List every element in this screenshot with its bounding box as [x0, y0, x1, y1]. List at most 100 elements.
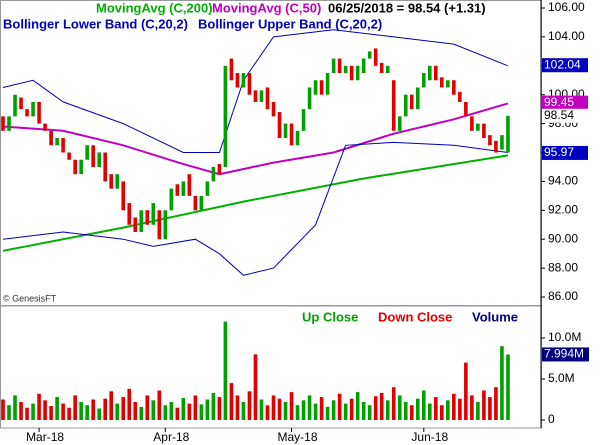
volume-bar	[361, 401, 366, 420]
price-bar	[187, 174, 192, 196]
volume-bar	[325, 406, 330, 420]
volume-bar	[7, 405, 11, 420]
last-value-badge	[542, 145, 588, 160]
price-bar	[49, 130, 53, 146]
volume-bar	[452, 393, 456, 420]
price-bar	[67, 152, 71, 160]
price-bar	[127, 203, 132, 225]
volume-bar	[235, 395, 240, 420]
price-bar	[13, 94, 17, 117]
x-tick-label: Apr-18	[153, 430, 189, 444]
volume-bar	[73, 395, 77, 420]
volume-bar	[440, 405, 444, 420]
y-tick-label: 106.00	[548, 0, 585, 14]
volume-bar	[223, 321, 228, 420]
volume-bar	[247, 391, 252, 420]
price-bar	[470, 116, 474, 131]
indicator-line	[2, 154, 509, 252]
volume-bar	[259, 399, 264, 420]
volume-tick-label: 5.0M	[548, 371, 575, 385]
y-tick-label: 88.00	[548, 260, 578, 274]
volume-bar	[446, 400, 450, 420]
price-bar	[385, 65, 390, 74]
volume-tick-label: 0	[548, 412, 555, 426]
price-bar	[403, 94, 408, 117]
last-value-badge	[542, 108, 588, 123]
price-bar	[259, 90, 264, 102]
volume-bar	[458, 398, 462, 420]
volume-bar	[379, 392, 384, 420]
volume-bar	[85, 405, 89, 420]
price-bar	[229, 58, 234, 81]
volume-bar	[313, 403, 318, 420]
volume-bar	[25, 407, 29, 420]
volume-bar	[31, 403, 35, 420]
x-tick-label: Jun-18	[411, 430, 448, 444]
volume-bar	[488, 397, 492, 420]
last-value-label: 99.45	[544, 95, 574, 109]
price-bar	[163, 210, 168, 240]
price-bar	[355, 65, 360, 81]
volume-bar	[49, 406, 53, 420]
indicator-line	[2, 29, 509, 153]
price-bar	[379, 62, 384, 74]
header-label: MovingAvg (C,200)	[96, 0, 213, 15]
price-bar	[157, 210, 162, 240]
volume-bar	[271, 395, 276, 420]
last-value-label: 102.04	[544, 57, 581, 71]
price-bar	[217, 164, 222, 175]
price-bar	[361, 58, 366, 74]
volume-bar	[331, 400, 336, 420]
volume-legend-label: Down Close	[378, 309, 452, 324]
price-bar	[37, 101, 41, 124]
price-bar	[145, 210, 150, 225]
volume-bar	[373, 396, 378, 420]
price-bar	[427, 65, 432, 81]
price-bar	[181, 181, 186, 196]
volume-bar	[421, 390, 426, 420]
price-bar	[73, 159, 77, 175]
volume-bar	[289, 392, 294, 420]
price-bar	[301, 109, 306, 131]
price-bar	[31, 101, 35, 117]
price-bar	[85, 145, 89, 160]
price-bar	[115, 174, 120, 189]
volume-bar	[13, 395, 17, 420]
price-bar	[61, 138, 65, 153]
x-tick-label: May-18	[278, 430, 318, 444]
volume-bar	[355, 392, 360, 420]
price-bar	[265, 87, 270, 110]
price-bar	[97, 152, 101, 167]
price-bar	[307, 87, 312, 110]
volume-bar	[301, 400, 306, 420]
volume-bar	[319, 397, 324, 420]
volume-bar	[415, 398, 420, 420]
volume-bar	[205, 399, 210, 420]
price-bar	[235, 73, 240, 88]
last-value-badge	[542, 58, 588, 73]
price-bar	[494, 140, 498, 153]
last-value-badge	[542, 95, 588, 110]
price-bar	[506, 115, 510, 153]
price-bar	[458, 91, 462, 102]
price-bar	[253, 90, 258, 102]
volume-bar	[199, 404, 204, 420]
volume-bar	[211, 392, 216, 420]
price-bar	[289, 123, 294, 146]
volume-bar	[403, 401, 408, 420]
price-bar	[421, 73, 426, 88]
volume-bar	[367, 405, 372, 420]
volume-bar	[169, 401, 174, 420]
volume-bar	[55, 397, 59, 420]
volume-legend-label: Volume	[472, 309, 518, 324]
price-bar	[367, 51, 372, 59]
volume-bar	[97, 408, 101, 420]
price-bar	[79, 159, 83, 175]
last-value-label: 98.54	[544, 108, 574, 122]
volume-bar	[151, 400, 156, 420]
volume-bar	[253, 354, 258, 420]
volume-bar	[349, 398, 354, 420]
price-bar	[139, 210, 144, 232]
price-bar	[43, 123, 47, 131]
